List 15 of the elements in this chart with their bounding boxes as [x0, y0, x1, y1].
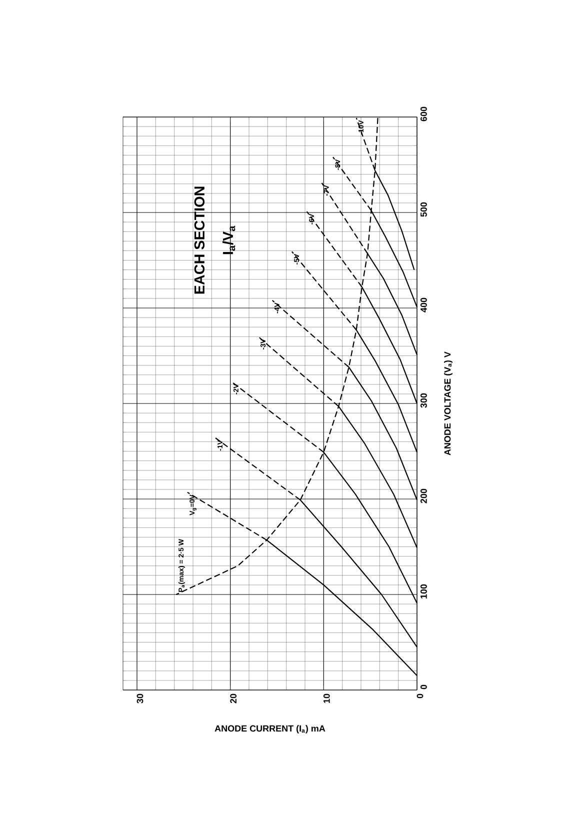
x-tick-label: 20 — [230, 694, 237, 704]
y-tick-label: 100 — [420, 584, 427, 598]
y-axis-title: ANODE VOLTAGE (V$_{a}$) V — [444, 352, 452, 456]
y-tick-label: 600 — [420, 106, 427, 122]
y-tick-label: 0 — [420, 684, 427, 690]
x-tick-label: 10 — [323, 694, 330, 703]
y-tick-label: 200 — [420, 488, 427, 504]
x-axis-title: ANODE CURRENT (I$_{a}$) mA — [214, 725, 326, 734]
y-tick-label: 300 — [420, 393, 427, 408]
x-tick-label: 30 — [136, 694, 144, 704]
x-tick-label: 0 — [416, 694, 424, 698]
text: EACH SECTION — [194, 186, 205, 294]
y-tick-label: 400 — [420, 298, 427, 312]
text: I$_{a}$/V$_{a}$ — [222, 226, 236, 254]
y-tick-label: 500 — [420, 202, 427, 217]
